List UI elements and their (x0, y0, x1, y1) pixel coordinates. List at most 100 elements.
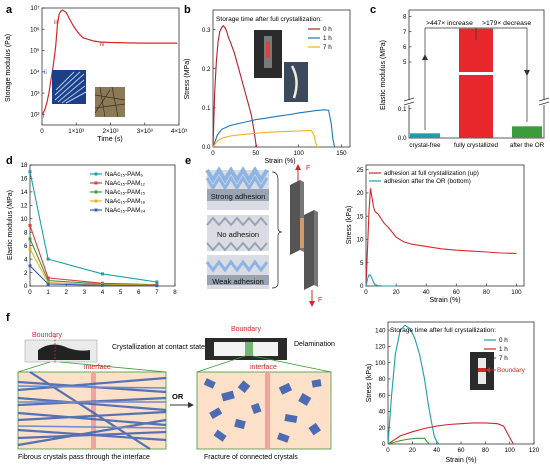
panel-d-point (155, 280, 159, 284)
panel-f-schematic-fractured-crystals (196, 371, 332, 450)
panel-d-series-line-0 (29, 171, 157, 283)
panel-e-xtick-label: 60 (453, 289, 460, 296)
panel-f-or-label: OR (172, 392, 184, 401)
panel-f-zoom-lines-right (196, 355, 332, 373)
panel-a-stage-i: i (43, 114, 44, 120)
panel-d-legend-entry: NaAc₁₅-PAM₆ (105, 171, 143, 178)
panel-f-legend-entry: 7 h (499, 355, 508, 362)
panel-b-legend-title: Storage time after full crystallization: (216, 16, 322, 23)
panel-b-legend-entry: 1 h (323, 35, 332, 42)
panel-e-ytick-label: 10 (357, 237, 364, 244)
panel-b-frame (212, 9, 351, 148)
panel-e-arrow-up-icon (295, 164, 301, 170)
panel-e-ytick-label: 20 (357, 190, 364, 197)
panel-f-xtick-label: 80 (482, 447, 489, 454)
panel-d-xtick-label: 0 (28, 289, 32, 296)
panel-f-ytick-label: 60 (379, 392, 386, 399)
panel-d-ytick-label: 6 (24, 243, 28, 250)
panel-f-frame (387, 321, 535, 445)
panel-c-xlabels: crystal-free fully crystallized after the … (409, 142, 544, 149)
panel-f-ylabel: Stress (kPa) (366, 364, 373, 403)
panel-a-ytick-label: 10⁷ (30, 5, 39, 12)
panel-d-legend: NaAc₁₅-PAM₆ NaAc₁₅-PAM₁₂ NaAc₁₅-PAM₁₅ NaAc₁… (90, 171, 146, 214)
panel-a-curve (41, 9, 178, 115)
panel-f-series (387, 324, 514, 445)
panel-b-series-line-1 (212, 109, 336, 148)
panel-f-series-line-1 (387, 422, 514, 445)
panel-b-legend-entry: 0 h (323, 26, 332, 33)
panel-e-label-strong: Strong adhesion (211, 192, 266, 201)
panel-c-chart: 5 6 7 8 0.0 0.1 Elastic modulus (MPa) crystal… (380, 9, 550, 149)
panel-d-point (46, 257, 50, 261)
panel-d-point (28, 224, 32, 227)
panel-f-xtick-label: 120 (529, 447, 540, 454)
panel-b-photo-tensile-test (254, 30, 282, 78)
panel-f-photo-contact (24, 336, 98, 364)
panel-e-chart: 0 20 40 60 80 100 0 5 10 15 20 25 adhesion at full … (346, 164, 525, 304)
panel-b-series-line-2 (212, 130, 319, 148)
panel-label-f: f (6, 312, 10, 324)
panel-d-xtick-label: 3 (83, 289, 87, 296)
panel-d-ytick-label: 16 (21, 176, 28, 183)
panel-f-ytick-label: 100 (375, 360, 386, 367)
panel-e-weak-adhesion-illustration: Weak adhesion (205, 255, 269, 289)
panel-c-bar-2 (512, 126, 542, 138)
panel-c-annotation-increase: >447× increase (426, 20, 473, 27)
panel-d-ytick-label: 18 (21, 162, 28, 169)
panel-f-series-line-2 (387, 437, 430, 445)
panel-b-xtick-label: 150 (336, 150, 347, 157)
panel-c-annotation-decrease: >179× decrease (482, 20, 531, 27)
panel-b-xtick-label: 0 (211, 150, 215, 157)
panel-e-frame (365, 164, 525, 287)
panel-f-interface-label-left: interface (84, 364, 111, 371)
panel-f-xlabel: Strain (%) (445, 457, 476, 464)
panel-e-series (365, 188, 517, 287)
panel-a-xtick-label: 2×10³ (103, 128, 119, 135)
panel-f-ticks: 0 20 40 60 80 100 120 0 20 40 60 80 100 120 140 (375, 327, 540, 454)
panel-d-point (46, 276, 50, 280)
panel-f-series-line-0 (387, 324, 440, 445)
panel-a-xtick-label: 1×10³ (68, 128, 84, 135)
panel-c-bar-0 (410, 133, 440, 138)
panel-d-point (28, 247, 32, 251)
panel-b-ticks: 0 50 100 150 0.0 0.1 0.2 0.3 (202, 27, 347, 157)
panel-b-ylabel: Stress (MPa) (184, 59, 191, 100)
panel-e-label-weak: Weak adhesion (212, 277, 264, 286)
panel-f-state-label-left: Crystallization at contact state (112, 344, 205, 351)
panel-d-legend-entry: NaAc₁₅-PAM₁₅ (105, 189, 145, 196)
panel-a-inset-needle-crystals (52, 70, 87, 104)
panel-d-xtick-label: 8 (173, 289, 177, 296)
panel-e-xtick-label: 80 (483, 289, 490, 296)
panel-f-boundary-label-left: Boundary (32, 332, 62, 339)
panel-f-xtick-label: 60 (458, 447, 465, 454)
panel-f-xtick-label: 40 (433, 447, 440, 454)
panel-d-point (28, 170, 32, 174)
panel-d-point (155, 284, 159, 288)
panel-f-xtick-label: 0 (386, 447, 390, 454)
panel-d-point (46, 282, 50, 286)
panel-f-caption-right: Fracture of connected crystals (204, 454, 298, 461)
panel-b-ytick-label: 0.3 (202, 27, 211, 34)
panel-f-ytick-label: 40 (379, 409, 386, 416)
panel-d-series-line-1 (29, 225, 157, 286)
panel-b-legend-entry: 7 h (323, 44, 332, 51)
panel-e-ticks: 0 20 40 60 80 100 0 5 10 15 20 25 (357, 167, 523, 296)
panel-d-legend-marker (94, 190, 98, 194)
panel-a-inset-fractured-crystals (94, 86, 126, 118)
panel-e-legend-entry: adhesion after the OR (bottom) (384, 178, 471, 185)
panel-c-arrow-down-icon (524, 70, 530, 76)
panel-e-schematic: Strong adhesion No adhesion Weak adhesio… (205, 164, 322, 307)
panel-d-xtick-label: 5 (119, 289, 123, 296)
panel-d-ytick-label: 8 (24, 229, 28, 236)
panel-d-legend-marker (94, 181, 98, 185)
panel-f-legend-title: Storage time after full crystallization: (390, 327, 496, 334)
panel-b-xtick-label: 50 (252, 150, 259, 157)
panel-b-photo-stretched-sample (284, 62, 308, 102)
panel-c-ytick-label: 5 (403, 59, 407, 66)
panel-e-series-line-1 (365, 274, 397, 287)
panel-a-ytick-label: 10² (31, 112, 40, 119)
panel-e-legend: adhesion at full crystallization (up)adh… (369, 170, 479, 185)
panel-d-point (28, 237, 32, 241)
panel-f-schematic: Boundary Crystallization at contact stat… (17, 326, 335, 461)
